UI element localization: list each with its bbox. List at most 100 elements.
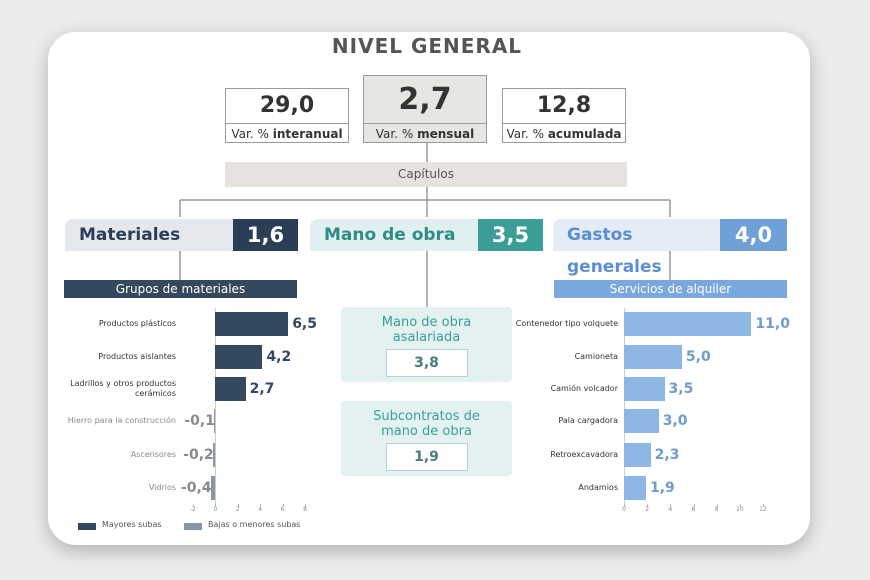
value-label: 2,3 <box>654 447 680 463</box>
bar <box>624 443 651 467</box>
tick-mark <box>305 504 306 507</box>
bar <box>215 312 289 336</box>
chapters-label: Capítulos <box>225 162 627 187</box>
labor-label: Subcontratos de mano de obra <box>373 409 480 439</box>
indicator-label: Var. % mensual <box>364 124 486 144</box>
tick-mark <box>215 504 217 507</box>
tick-mark <box>693 504 695 507</box>
legend-label: Bajas o menores subas <box>208 520 301 529</box>
legend-swatch <box>78 523 96 530</box>
value-label: 5,0 <box>685 349 711 365</box>
value-label: -0,2 <box>183 447 214 463</box>
value-label: 1,9 <box>650 480 675 496</box>
category-label: Productos aislantes <box>98 352 176 361</box>
chapter-name: Materiales <box>65 219 233 251</box>
value-label: 3,5 <box>668 381 694 397</box>
category-label: Ascensores <box>130 450 176 459</box>
chart-title: Servicios de alquiler <box>554 280 787 298</box>
chapter-value: 1,6 <box>233 219 298 251</box>
labor-item: Mano de obra asalariada 3,8 <box>341 307 512 382</box>
labor-item: Subcontratos de mano de obra 1,9 <box>341 401 512 476</box>
value-label: 4,2 <box>266 349 292 365</box>
chapter-name: Mano de obra <box>310 219 478 251</box>
tick-mark <box>624 504 625 507</box>
label-bold: acumulada <box>547 127 622 141</box>
tick-mark <box>670 504 672 507</box>
x-tick-label: 0 <box>213 506 218 513</box>
chapter-name: Gastos generales <box>553 219 720 277</box>
bar <box>624 377 665 401</box>
tick-mark <box>647 504 649 507</box>
x-tick-label: 2 <box>645 506 650 513</box>
category-label: Pala cargadora <box>558 416 618 425</box>
axis-line <box>215 308 217 504</box>
label: Var. % <box>506 127 544 141</box>
bar <box>624 345 682 369</box>
tick-mark <box>716 504 718 507</box>
legend-label: Mayores subas <box>102 520 162 529</box>
category-label: Camioneta <box>574 352 618 361</box>
tick-mark <box>739 504 741 507</box>
value-label: -0,4 <box>180 480 212 496</box>
axis-line <box>624 308 625 504</box>
x-tick-label: 6 <box>691 506 696 513</box>
value-label: 11,0 <box>755 316 790 332</box>
category-label: Productos plásticos <box>98 319 176 328</box>
tick-mark <box>763 504 764 507</box>
tick-mark <box>237 504 239 507</box>
title: NIVEL GENERAL <box>331 34 523 58</box>
x-tick-label: 12 <box>759 506 767 513</box>
indicator-value: 29,0 <box>226 89 348 124</box>
value-label: 2,7 <box>249 381 275 397</box>
value-label: 3,0 <box>662 413 688 429</box>
x-tick-label: 8 <box>303 506 307 513</box>
bar <box>213 443 216 467</box>
label-bold: interanual <box>272 127 343 141</box>
chapter-value: 4,0 <box>720 219 787 251</box>
bar <box>624 409 659 433</box>
category-label: Vidrios <box>148 483 176 492</box>
category-label: Camión volcador <box>550 384 618 393</box>
x-tick-label: 6 <box>280 506 285 513</box>
indicator: 12,8 Var. % acumulada <box>502 88 626 143</box>
label: Var. % <box>375 127 414 141</box>
category-label: Retroexcavadora <box>550 450 618 459</box>
labor-value: 3,8 <box>385 349 468 377</box>
bar <box>215 345 263 369</box>
tick-mark <box>193 504 194 507</box>
x-tick-label: 10 <box>736 506 744 513</box>
indicator-label: Var. % interanual <box>226 124 348 144</box>
bar <box>210 476 216 500</box>
tick-mark <box>260 504 262 507</box>
x-tick-label: -2 <box>190 506 196 513</box>
indicator-value: 2,7 <box>364 76 486 124</box>
label-bold: mensual <box>417 127 475 141</box>
label: Var. % <box>231 127 269 141</box>
tick-mark <box>282 504 284 507</box>
category-label: Ladrillos y otros productos cerámicos <box>70 379 176 398</box>
value-label: 6,5 <box>292 316 317 332</box>
category-label: Andamios <box>578 483 618 492</box>
value-label: -0,1 <box>184 413 215 429</box>
x-tick-label: 8 <box>714 506 719 513</box>
indicator: 29,0 Var. % interanual <box>225 88 349 143</box>
category-label: Hierro para la construcción <box>67 416 176 425</box>
labor-label: Mano de obra asalariada <box>381 315 472 345</box>
category-label: Contenedor tipo volquete <box>515 319 618 328</box>
x-tick-label: 4 <box>258 506 263 513</box>
x-tick-label: 2 <box>235 506 240 513</box>
indicator-label: Var. % acumulada <box>503 124 625 144</box>
bar <box>624 476 646 500</box>
legend-swatch <box>184 523 202 530</box>
x-tick-label: 4 <box>668 506 673 513</box>
chapter-value: 3,5 <box>478 219 543 251</box>
bar <box>215 377 246 401</box>
bar <box>214 409 216 433</box>
chart-title: Grupos de materiales <box>64 280 297 298</box>
indicator: 2,7 Var. % mensual <box>363 75 487 143</box>
x-tick-label: 0 <box>622 506 626 513</box>
indicator-value: 12,8 <box>503 89 625 124</box>
labor-value: 1,9 <box>385 443 468 471</box>
